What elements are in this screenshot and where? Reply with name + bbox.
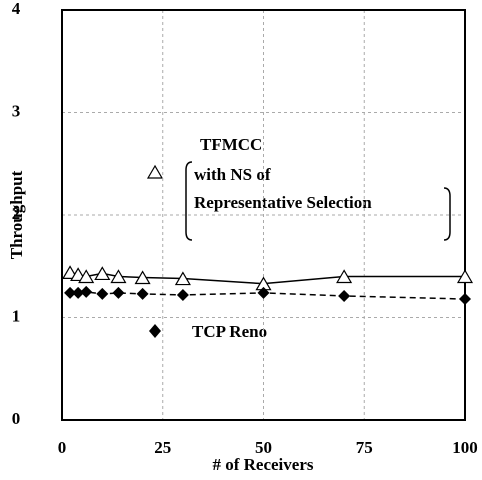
data-point [94, 266, 111, 281]
data-point [336, 269, 353, 284]
y-tick-label: 0 [12, 409, 21, 428]
y-tick-label: 3 [12, 101, 21, 120]
data-point [459, 293, 471, 306]
x-tick-label: 50 [255, 438, 272, 457]
data-point [110, 269, 127, 284]
annotation: Representative Selection [194, 193, 372, 212]
plot-frame [61, 9, 466, 421]
data-point [78, 269, 95, 284]
bracket [185, 161, 193, 241]
data-point [257, 286, 270, 299]
x-tick-label: 25 [154, 438, 171, 457]
y-axis-label: Throughput [7, 170, 26, 259]
bracket [443, 187, 451, 241]
data-point [136, 287, 149, 300]
x-axis-label: # of Receivers [212, 455, 313, 474]
x-tick-label: 75 [356, 438, 373, 457]
data-point [174, 271, 191, 286]
y-tick-label: 4 [12, 0, 21, 18]
annotation: with NS of [194, 165, 271, 184]
legend-marker [146, 164, 164, 179]
data-point [72, 286, 85, 299]
y-tick-label: 1 [12, 306, 21, 325]
data-point [112, 286, 125, 299]
x-tick-label: 100 [452, 438, 478, 457]
data-point [176, 288, 189, 301]
data-point [96, 287, 109, 300]
legend-marker [149, 324, 161, 338]
data-point [134, 270, 151, 285]
series-line [69, 271, 465, 285]
data-point [64, 286, 77, 299]
y-tick-label: 2 [12, 204, 21, 223]
x-tick-label: 0 [58, 438, 67, 457]
legend-label: TCP Reno [192, 322, 267, 341]
data-point [456, 269, 474, 284]
data-point [80, 285, 93, 298]
legend-label: TFMCC [200, 135, 262, 154]
data-point [338, 289, 351, 302]
